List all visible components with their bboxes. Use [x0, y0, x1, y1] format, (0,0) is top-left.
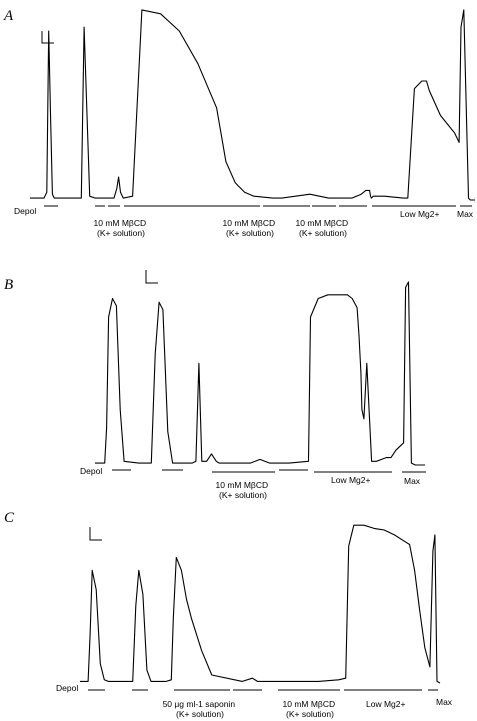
panel-a-annotations: Depol 10 mM MβCD (K+ solution) 10 mM MβC…: [14, 206, 474, 238]
panel-c-annotations: Depol 50 μg ml-1 saponin (K+ solution) 1…: [56, 683, 453, 719]
panel-a-lowmg-line: Low Mg2+: [400, 209, 439, 219]
panel-a-label-max: Max: [457, 209, 474, 219]
panel-c-scale-bar: [89, 527, 102, 541]
panel-a-trace: [30, 9, 475, 201]
panel-c-saponin-line-1: 50 μg ml-1 saponin: [163, 699, 236, 709]
panel-c-label-depol: Depol: [56, 683, 78, 693]
panel-a-label-lowmg: Low Mg2+: [400, 209, 439, 219]
panel-c-depol-line: Depol: [56, 683, 78, 693]
panel-b-label-depol: Depol: [80, 466, 102, 476]
panel-b-depol-line: Depol: [80, 466, 102, 476]
panel-a-label-depol: Depol: [14, 206, 36, 216]
panel-a-mbcd-2-line-1: 10 mM MβCD: [223, 218, 276, 228]
panel-a-mbcd-2-line-2: (K+ solution): [226, 228, 274, 238]
panel-c-lowmg-line: Low Mg2+: [366, 699, 405, 709]
panel-a-mbcd-3-line-2: (K+ solution): [299, 228, 347, 238]
panel-c-saponin-line-2: (K+ solution): [176, 709, 224, 719]
panel-b-label: B: [4, 277, 13, 293]
panel-b: B Depol 10 mM MβCD (K+ solution) Low Mg2…: [4, 270, 426, 500]
panel-c-label-max: Max: [436, 697, 453, 707]
panel-a-mbcd-1-line-1: 10 mM MβCD: [94, 218, 147, 228]
panel-a-mbcd-1-line-2: (K+ solution): [97, 228, 145, 238]
panel-b-scale-bar: [145, 270, 158, 284]
panel-a-max-line: Max: [457, 209, 474, 219]
panel-b-mbcd-line-2: (K+ solution): [219, 490, 267, 500]
panel-c-label-lowmg: Low Mg2+: [366, 699, 405, 709]
panel-c: C Depol 50 μg ml-1 saponin (K+ solution)…: [4, 510, 453, 719]
panel-c-mbcd-line-2: (K+ solution): [286, 709, 334, 719]
panel-c-mbcd-line-1: 10 mM MβCD: [283, 699, 336, 709]
panel-c-label: C: [4, 510, 15, 526]
panel-b-label-max: Max: [404, 476, 421, 486]
panel-a-label-mbcd-3: 10 mM MβCD (K+ solution): [296, 218, 351, 238]
panel-b-max-line: Max: [404, 476, 421, 486]
panel-c-label-saponin: 50 μg ml-1 saponin (K+ solution): [163, 699, 238, 719]
panel-b-protocol-bars: [112, 469, 426, 473]
panel-a-label: A: [3, 8, 14, 24]
panel-b-annotations: Depol 10 mM MβCD (K+ solution) Low Mg2+ …: [80, 466, 421, 500]
panel-a: A Depol 10 mM MβCD (K+ solution) 10 mM M…: [3, 8, 475, 238]
panel-c-label-mbcd: 10 mM MβCD (K+ solution): [283, 699, 338, 719]
panel-a-label-mbcd-2: 10 mM MβCD (K+ solution): [223, 218, 278, 238]
panel-c-max-line: Max: [436, 697, 453, 707]
panel-a-depol-line: Depol: [14, 206, 36, 216]
panel-c-trace: [80, 524, 441, 684]
panel-a-mbcd-3-line-1: 10 mM MβCD: [296, 218, 349, 228]
panel-b-label-lowmg: Low Mg2+: [331, 475, 370, 485]
panel-b-lowmg-line: Low Mg2+: [331, 475, 370, 485]
panel-a-scale-bar: [41, 31, 54, 44]
panel-b-mbcd-line-1: 10 mM MβCD: [216, 480, 269, 490]
panel-b-label-mbcd: 10 mM MβCD (K+ solution): [216, 480, 271, 500]
panel-b-trace: [95, 281, 425, 466]
panel-a-label-mbcd-1: 10 mM MβCD (K+ solution): [94, 218, 149, 238]
